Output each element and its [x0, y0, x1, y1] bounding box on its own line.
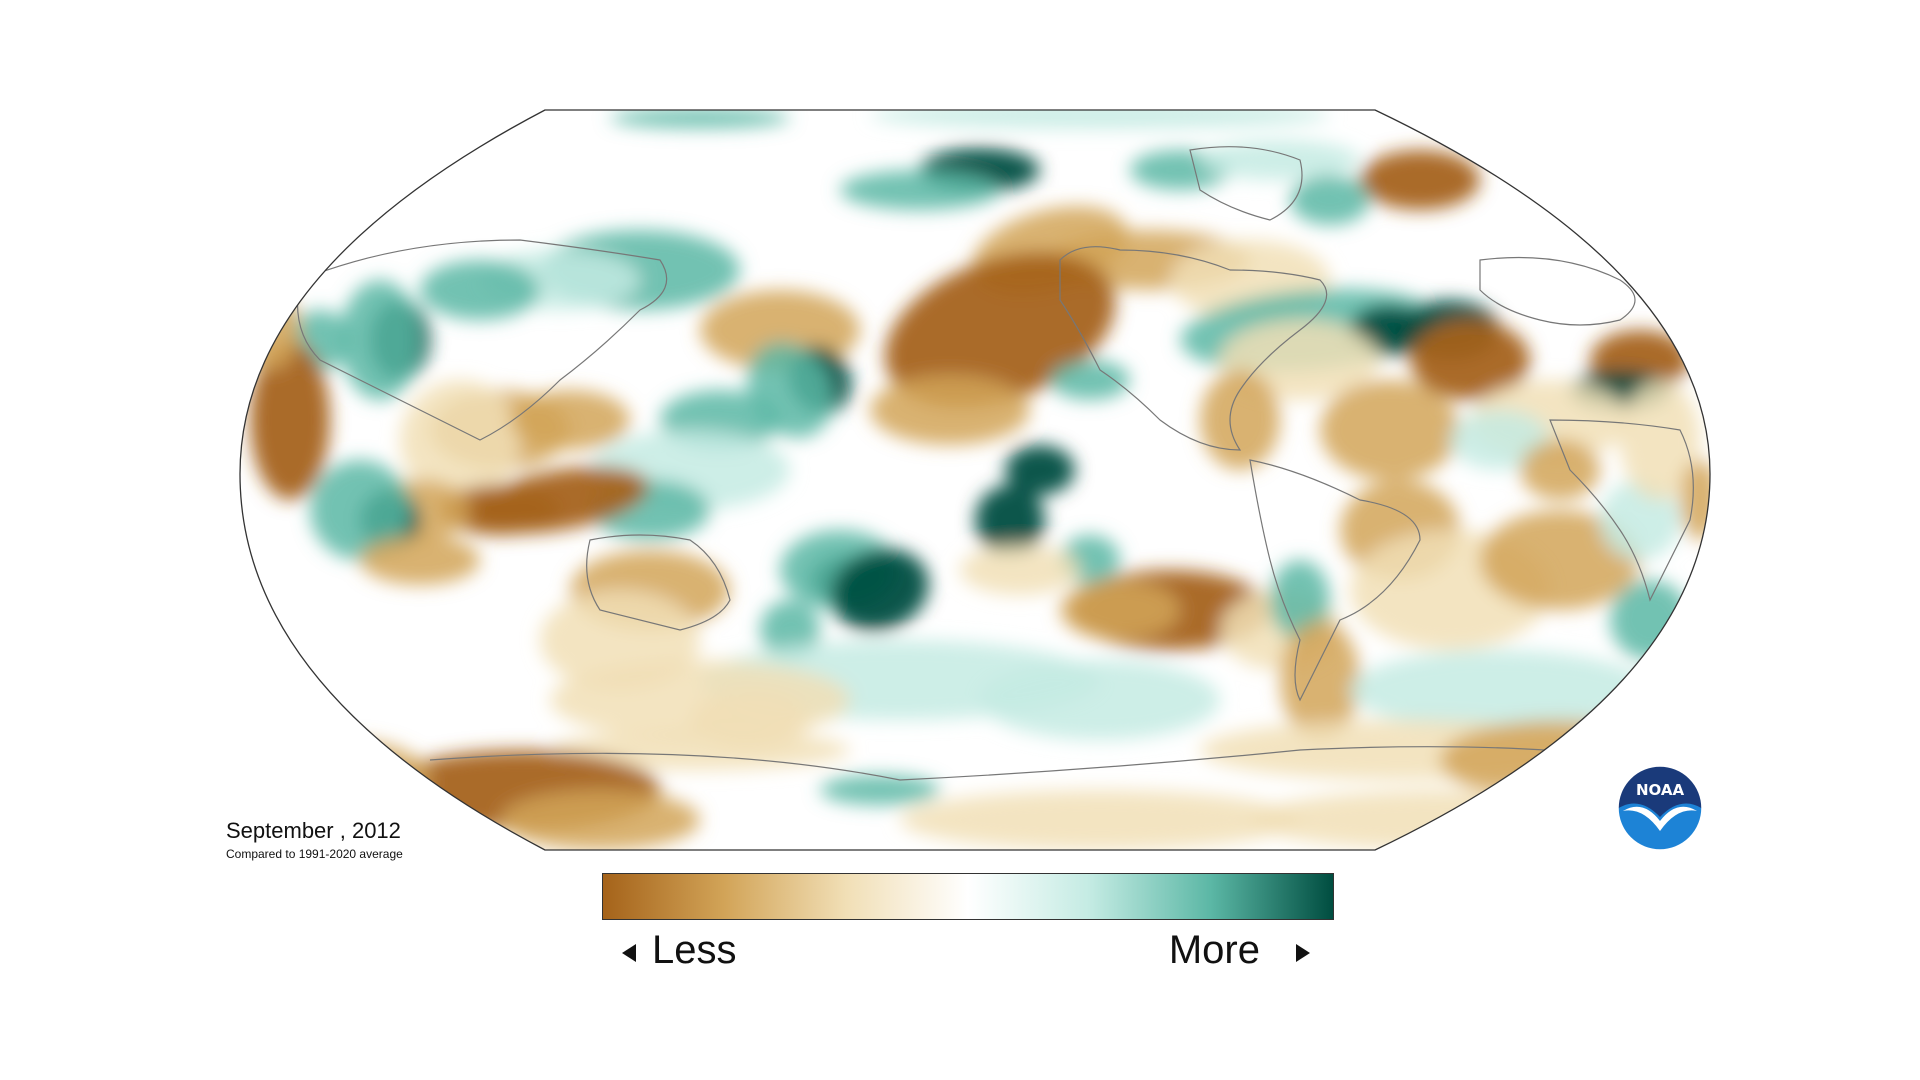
- anomaly-blobs: [240, 110, 1710, 850]
- anomaly-blob: [510, 390, 630, 450]
- anomaly-blob: [500, 790, 700, 850]
- anomaly-blob: [975, 485, 1045, 555]
- anomaly-blob: [610, 110, 790, 128]
- anomaly-blob: [1610, 580, 1690, 660]
- noaa-logo-icon: NOAA: [1617, 765, 1703, 851]
- anomaly-blob: [420, 260, 540, 320]
- anomaly-blob: [840, 170, 1000, 210]
- triangle-right-icon: [1296, 944, 1310, 962]
- anomaly-blob: [360, 535, 480, 585]
- legend-more-label: More: [1168, 928, 1260, 972]
- anomaly-field: [240, 110, 1710, 850]
- anomaly-blob: [1270, 560, 1330, 640]
- anomaly-blob: [870, 375, 1030, 445]
- anomaly-blob: [1320, 380, 1460, 480]
- anomaly-blob: [440, 485, 560, 535]
- noaa-logo-text: NOAA: [1636, 781, 1685, 799]
- anomaly-blob: [400, 380, 520, 500]
- color-scale-bar: [602, 873, 1334, 920]
- anomaly-blob: [1200, 140, 1360, 180]
- anomaly-blob: [240, 290, 300, 370]
- anomaly-blob: [1520, 440, 1600, 500]
- anomaly-blob: [310, 460, 410, 560]
- anomaly-blob: [1005, 445, 1075, 495]
- anomaly-blob: [1200, 370, 1280, 470]
- anomaly-blob: [1410, 320, 1530, 400]
- anomaly-blob: [980, 660, 1220, 740]
- anomaly-blob: [270, 740, 430, 820]
- anomaly-blob: [1620, 380, 1700, 500]
- anomaly-blob: [1280, 620, 1360, 740]
- coastline-path: [1059, 246, 1328, 451]
- anomaly-blob: [1050, 360, 1130, 400]
- coastline-path: [586, 534, 731, 631]
- coastline-path: [1189, 146, 1303, 221]
- coastline-path: [1249, 459, 1421, 702]
- coastline-path: [1479, 256, 1636, 326]
- anomaly-blob: [1450, 410, 1550, 470]
- coastlines: [296, 146, 1694, 781]
- baseline-note: Compared to 1991-2020 average: [226, 847, 403, 861]
- coastline-path: [1549, 419, 1694, 602]
- anomaly-blob: [340, 280, 420, 400]
- coastline-path: [296, 239, 668, 441]
- anomaly-blob: [960, 545, 1080, 595]
- map-date-title: September , 2012: [226, 818, 401, 843]
- coastline-path: [429, 746, 1651, 781]
- anomaly-blob: [1350, 650, 1650, 730]
- anomaly-blob: [900, 790, 1300, 850]
- anomaly-blob: [690, 690, 810, 750]
- triangle-left-icon: [622, 944, 636, 962]
- anomaly-blob: [820, 775, 940, 805]
- anomaly-blob: [1250, 790, 1650, 850]
- anomaly-blob: [1060, 580, 1180, 640]
- anomaly-blob: [250, 340, 330, 500]
- anomaly-blob: [831, 548, 929, 632]
- anomaly-blob: [1290, 175, 1370, 225]
- anomaly-blob: [1480, 510, 1640, 610]
- legend-less-label: Less: [652, 928, 737, 972]
- anomaly-blob: [870, 110, 1330, 129]
- anomaly-blob: [1360, 150, 1480, 210]
